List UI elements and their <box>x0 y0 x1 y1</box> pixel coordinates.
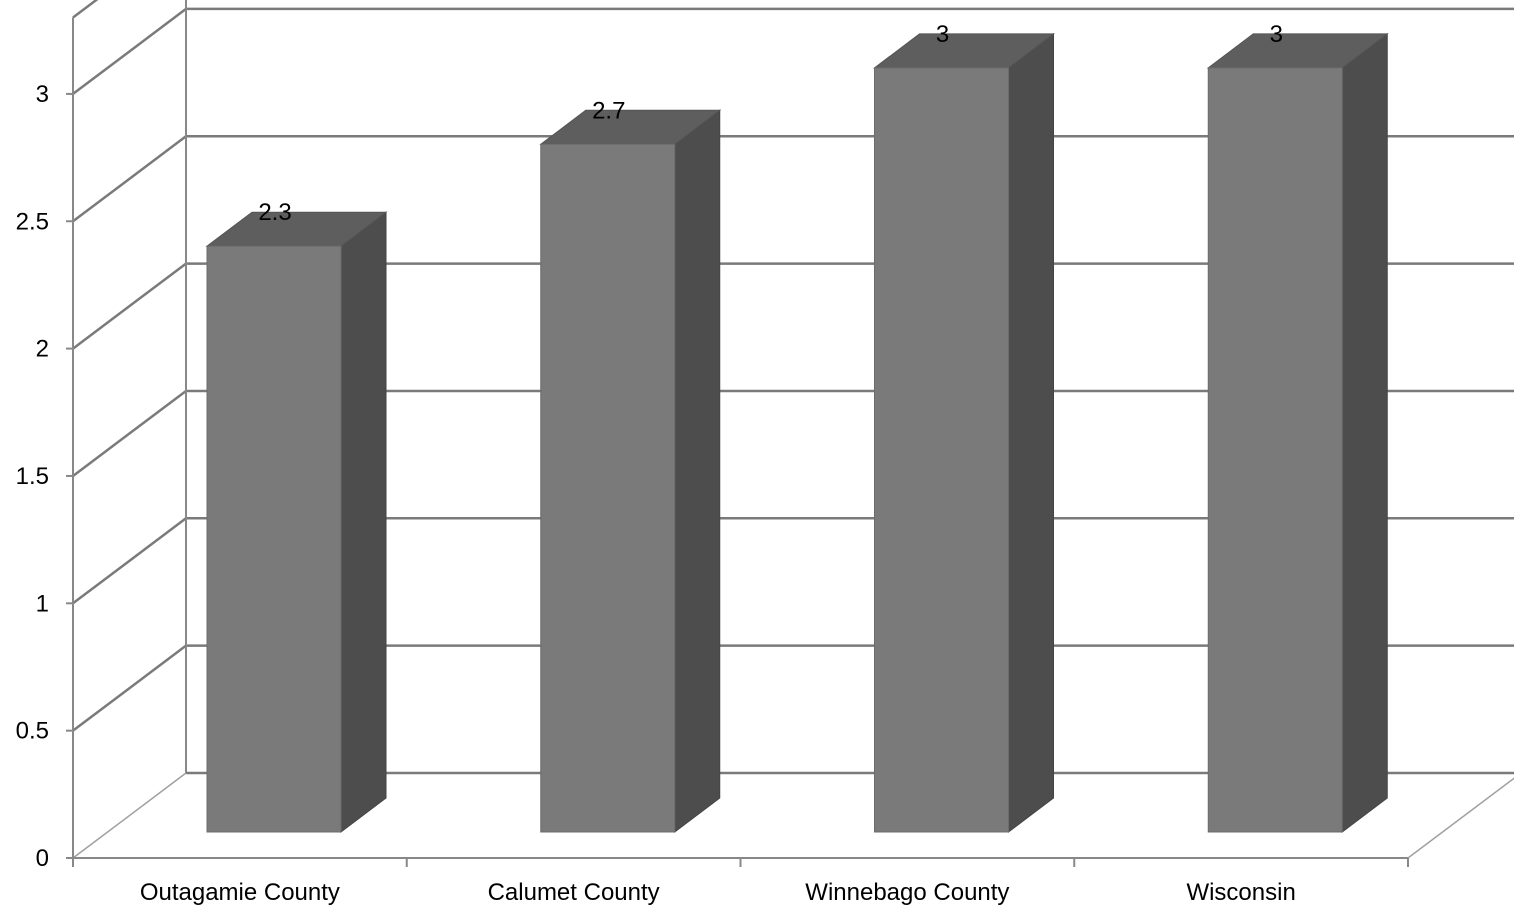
bars <box>205 32 1389 834</box>
bar-1 <box>205 211 388 834</box>
gridline-left-wall <box>72 135 187 223</box>
data-label: 2.3 <box>258 199 291 226</box>
y-tick-label: 2.5 <box>16 208 49 235</box>
floor-left-diagonal <box>72 772 187 859</box>
bar-front-face <box>1207 67 1343 833</box>
y-tick-label: 0.5 <box>16 718 49 745</box>
y-axis-tick-labels: 0 0.5 1 1.5 2 2.5 3 <box>16 81 49 872</box>
bar-side-face <box>1008 32 1054 834</box>
data-label: 3 <box>936 21 949 48</box>
gridline-left-wall <box>72 389 187 477</box>
data-label: 2.7 <box>592 97 625 124</box>
gridline-left-wall <box>72 644 187 732</box>
bar-front-face <box>874 67 1009 833</box>
gridline-left-wall <box>72 7 187 95</box>
data-labels: 2.3 2.7 3 3 <box>258 21 1283 226</box>
y-tick-label: 3 <box>36 81 49 108</box>
bar-side-face <box>340 211 387 834</box>
gridline-left-wall <box>72 262 187 350</box>
floor-right-diagonal <box>1407 777 1514 859</box>
y-tick-label: 1 <box>36 590 49 617</box>
bar-side-face <box>674 109 721 834</box>
gridline-left-wall <box>72 0 99 19</box>
bar-side-face <box>1341 32 1388 834</box>
bar-2 <box>539 109 722 834</box>
x-category-label: Wisconsin <box>1186 879 1295 906</box>
y-tick-label: 1.5 <box>16 463 49 490</box>
x-category-label: Winnebago County <box>805 879 1009 906</box>
x-axis-category-labels: Outagamie County Calumet County Winnebago … <box>140 879 1296 906</box>
bar-4 <box>1206 32 1389 834</box>
x-category-label: Outagamie County <box>140 879 340 906</box>
bar-front-face <box>540 143 676 833</box>
axes <box>66 0 1514 867</box>
data-label: 3 <box>1270 21 1283 48</box>
x-category-label: Calumet County <box>488 879 660 906</box>
gridline-left-wall <box>72 517 187 605</box>
y-tick-label: 2 <box>36 336 49 363</box>
y-tick-label: 0 <box>36 845 49 872</box>
bar-3 <box>873 32 1055 834</box>
bar-front-face <box>206 245 342 833</box>
